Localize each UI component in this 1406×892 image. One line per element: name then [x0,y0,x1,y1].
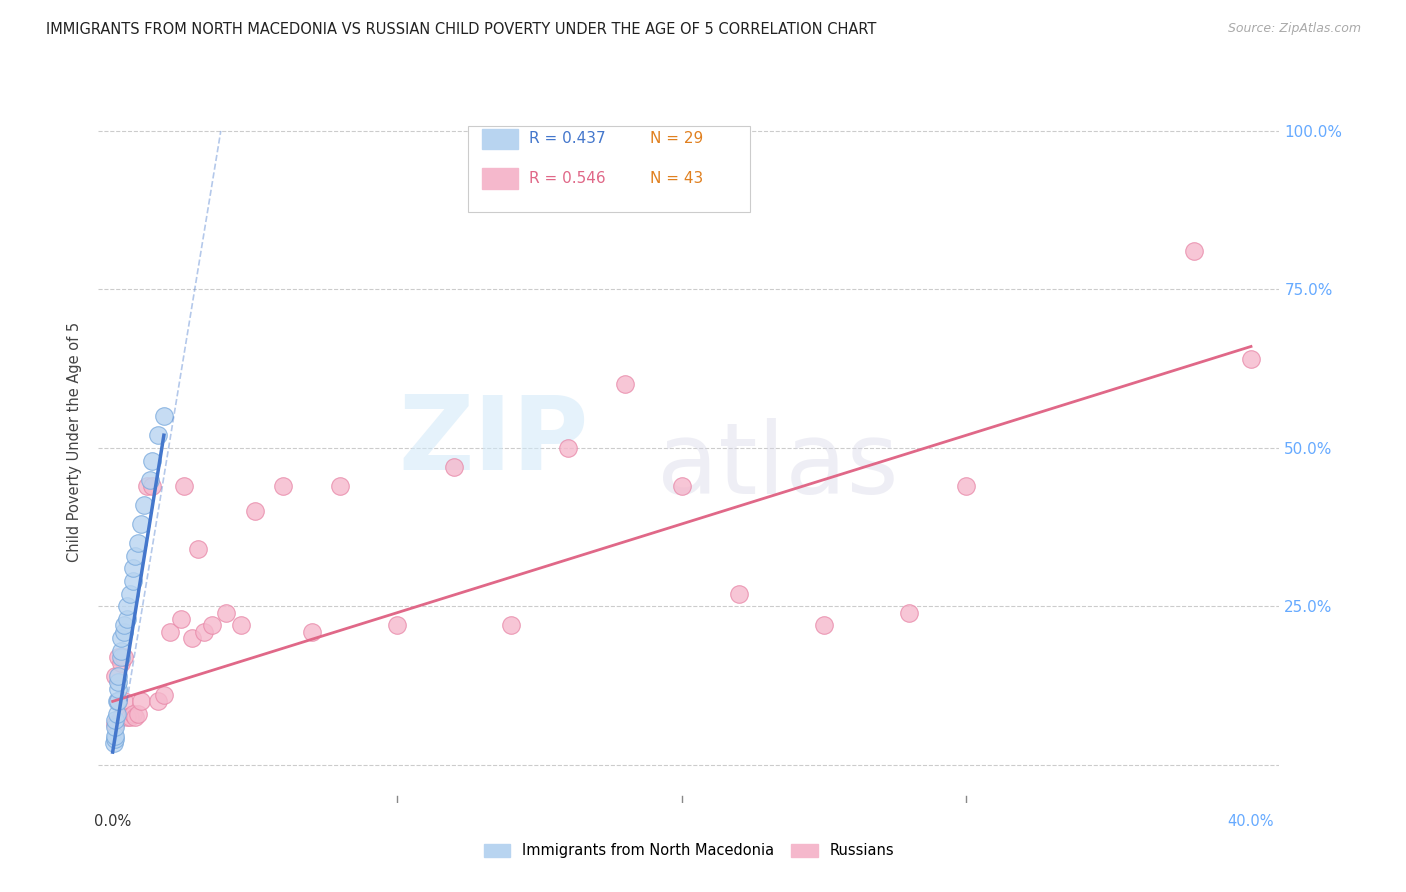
Point [104,729,127,743]
Point [141,453,163,467]
Point [118,587,141,601]
Point [107,694,129,708]
Point [153,688,176,702]
Point [110,643,132,657]
Point [170,612,193,626]
Point [121,561,143,575]
Point [107,675,129,690]
FancyBboxPatch shape [468,126,751,211]
Point [121,574,143,588]
Point [121,707,143,722]
Point [138,473,160,487]
Text: atlas: atlas [657,418,898,516]
Point [243,504,266,518]
Point [107,650,129,665]
Point [329,479,352,493]
Point [1240,352,1263,367]
Point [124,710,146,724]
Point [273,479,295,493]
Point [118,710,141,724]
Text: R = 0.437: R = 0.437 [530,131,606,146]
Point [127,707,149,722]
Point [215,606,238,620]
Point [115,710,138,724]
Point [1182,244,1205,259]
Bar [482,128,517,149]
Point [557,441,579,455]
Point [148,428,170,442]
Point [301,624,323,639]
Text: R = 0.546: R = 0.546 [530,171,606,186]
Point [112,694,135,708]
Point [153,409,176,424]
Point [112,650,135,665]
Point [229,618,252,632]
Point [112,624,135,639]
Text: ZIP: ZIP [398,391,589,492]
Point [671,479,693,493]
Point [387,618,409,632]
Point [115,612,138,626]
Point [201,618,224,632]
Point [187,542,209,557]
Point [135,479,157,493]
Point [181,631,204,645]
Point [443,459,465,474]
Point [727,587,749,601]
Point [104,669,127,683]
Point [193,624,215,639]
Text: Source: ZipAtlas.com: Source: ZipAtlas.com [1227,22,1361,36]
Text: 0.0%: 0.0% [94,814,131,830]
Point [104,732,127,747]
Point [132,498,155,512]
Point [955,479,977,493]
Point [127,536,149,550]
Point [107,681,129,696]
Point [813,618,835,632]
Point [115,599,138,614]
Text: N = 43: N = 43 [650,171,703,186]
Point [898,606,921,620]
Point [107,669,129,683]
Text: IMMIGRANTS FROM NORTH MACEDONIA VS RUSSIAN CHILD POVERTY UNDER THE AGE OF 5 CORR: IMMIGRANTS FROM NORTH MACEDONIA VS RUSSI… [46,22,877,37]
Point [124,549,146,563]
Point [129,516,152,531]
Point [104,720,127,734]
Point [105,707,128,722]
Point [110,710,132,724]
Point [613,377,636,392]
Point [141,479,163,493]
Point [110,631,132,645]
Legend: Immigrants from North Macedonia, Russians: Immigrants from North Macedonia, Russian… [478,838,900,864]
Point [110,650,132,665]
Point [112,618,135,632]
Point [107,694,129,708]
Text: N = 29: N = 29 [650,131,703,146]
Point [110,657,132,671]
Point [129,694,152,708]
Point [103,735,125,749]
Point [104,714,127,728]
Point [173,479,195,493]
Point [104,716,127,731]
Point [159,624,181,639]
Y-axis label: Child Poverty Under the Age of 5: Child Poverty Under the Age of 5 [67,321,83,562]
Point [148,694,170,708]
Point [499,618,522,632]
Text: 40.0%: 40.0% [1227,814,1274,830]
Point [105,694,128,708]
Bar [482,169,517,188]
